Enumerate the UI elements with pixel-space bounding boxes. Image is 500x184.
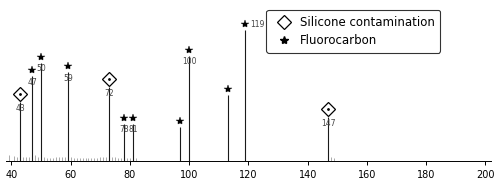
Text: 81: 81 <box>128 125 138 134</box>
Text: 100: 100 <box>182 57 196 66</box>
Text: 50: 50 <box>36 64 46 73</box>
Text: 59: 59 <box>63 74 72 83</box>
Text: 78: 78 <box>119 125 129 134</box>
Text: 119: 119 <box>250 20 264 29</box>
Text: 72: 72 <box>104 89 114 98</box>
Legend: Silicone contamination, Fluorocarbon: Silicone contamination, Fluorocarbon <box>266 10 440 53</box>
Text: 43: 43 <box>16 104 26 113</box>
Text: 47: 47 <box>28 78 37 87</box>
Text: 147: 147 <box>321 118 336 128</box>
